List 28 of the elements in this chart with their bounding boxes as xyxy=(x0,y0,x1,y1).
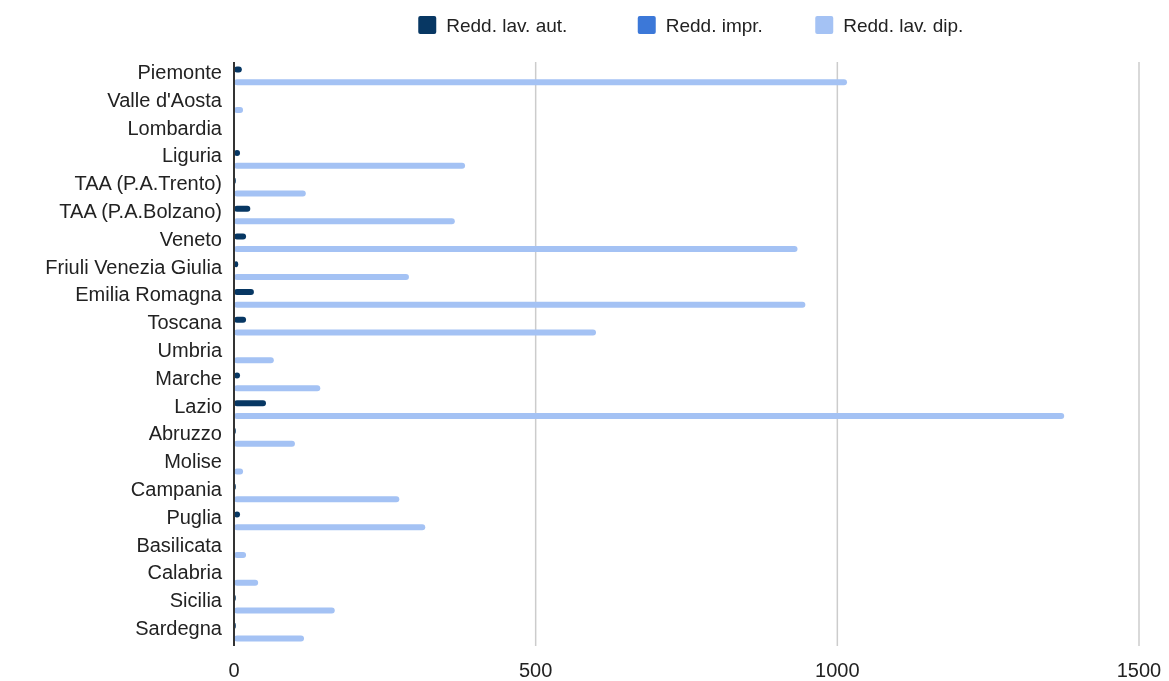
x-tick-label: 1500 xyxy=(1116,659,1162,681)
y-tick-label: Umbria xyxy=(157,339,223,361)
y-tick-label: Emilia Romagna xyxy=(75,283,223,306)
y-tick-label: Sardegna xyxy=(135,617,223,640)
y-tick-label: Basilicata xyxy=(136,533,223,556)
legend-label: Redd. lav. dip. xyxy=(843,15,964,36)
legend-label: Redd. lav. aut. xyxy=(446,15,568,36)
y-tick-label: Calabria xyxy=(147,561,223,584)
y-tick-label: Marche xyxy=(155,366,222,389)
legend-label: Redd. impr. xyxy=(665,15,763,36)
y-tick-label: Sicilia xyxy=(169,589,223,612)
y-tick-label: Campania xyxy=(130,478,223,501)
y-tick-label: Piemonte xyxy=(137,60,222,83)
y-tick-label: Abruzzo xyxy=(148,422,222,445)
y-tick-label: Toscana xyxy=(147,311,223,334)
y-tick-label: Veneto xyxy=(159,227,222,250)
y-tick-label: TAA (P.A.Bolzano) xyxy=(59,199,222,222)
y-tick-label: TAA (P.A.Trento) xyxy=(74,172,222,195)
y-tick-label: Valle d'Aosta xyxy=(107,88,223,111)
y-tick-label: Lombardia xyxy=(127,116,223,139)
y-tick-label: Puglia xyxy=(166,505,223,528)
x-tick-label: 1000 xyxy=(815,659,860,681)
x-tick-label: 500 xyxy=(518,659,553,681)
y-tick-label: Molise xyxy=(164,450,222,473)
x-tick-label: 0 xyxy=(228,659,240,681)
y-tick-label: Liguria xyxy=(161,144,223,167)
y-tick-label: Friuli Venezia Giulia xyxy=(45,255,223,278)
y-tick-label: Lazio xyxy=(174,394,222,417)
